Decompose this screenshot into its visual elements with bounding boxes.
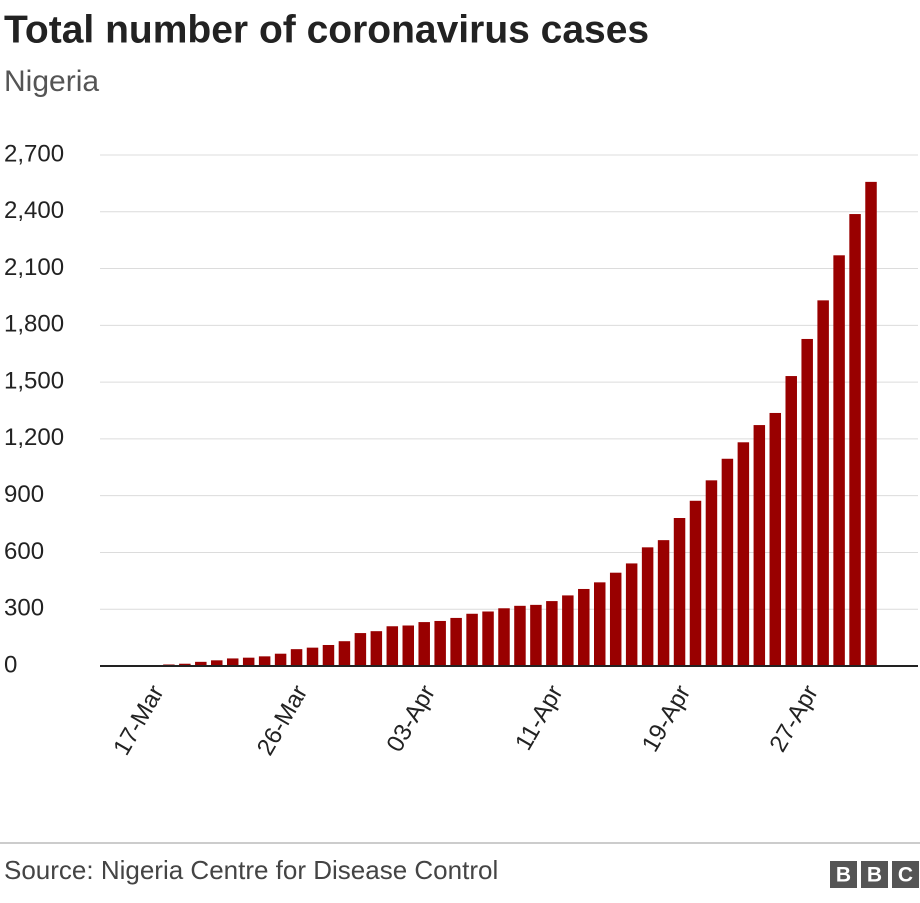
bar [530,605,541,666]
y-tick-label: 1,800 [4,311,64,338]
y-tick-label: 900 [4,481,44,508]
bar [434,621,445,666]
bar [339,641,350,666]
bar [482,611,493,666]
bar [754,425,765,666]
y-tick-label: 600 [4,538,44,565]
bar [291,649,302,666]
bar [690,501,701,666]
bar [227,658,238,666]
bar [594,582,605,666]
bar [849,214,860,666]
y-tick-label: 2,400 [4,197,64,224]
bar [514,606,525,666]
bar [323,645,334,666]
bar [307,648,318,666]
x-tick-label: 27-Apr [764,681,823,757]
bar [833,255,844,666]
x-tick-label: 19-Apr [637,681,696,757]
bar [770,413,781,666]
bar [403,625,414,666]
bar [626,563,637,666]
chart-title: Total number of coronavirus cases [4,8,649,51]
bar [418,622,429,666]
bar [817,300,828,666]
x-tick-label: 11-Apr [510,681,569,755]
x-tick-label: 17-Mar [108,681,169,760]
bar [658,540,669,666]
y-tick-label: 1,500 [4,367,64,394]
bar [450,618,461,666]
logo-letter: B [867,864,882,887]
x-tick-label: 26-Mar [252,681,313,760]
bar [562,595,573,666]
bar [387,626,398,666]
bar [801,339,812,666]
bar [498,608,509,666]
source: Source: Nigeria Centre for Disease Contr… [4,855,498,885]
bar [546,601,557,666]
bar [578,589,589,666]
y-tick-label: 2,700 [4,140,64,167]
bar [259,656,270,666]
y-tick-label: 0 [4,651,17,678]
bar [610,573,621,666]
bar [674,518,685,666]
bar [355,633,366,666]
logo-letter: C [898,864,913,887]
bar [642,547,653,666]
chart-subtitle: Nigeria [4,65,99,98]
bar [785,376,796,666]
bar [706,480,717,666]
y-tick-label: 300 [4,595,44,622]
x-tick-label: 03-Apr [381,681,440,757]
bar [722,459,733,666]
bar [865,182,876,666]
y-tick-label: 1,200 [4,424,64,451]
bar [275,654,286,666]
bar [243,658,254,666]
y-tick-label: 2,100 [4,254,64,281]
bar [371,631,382,666]
bar [738,442,749,666]
bar [466,614,477,666]
logo-letter: B [836,864,851,887]
